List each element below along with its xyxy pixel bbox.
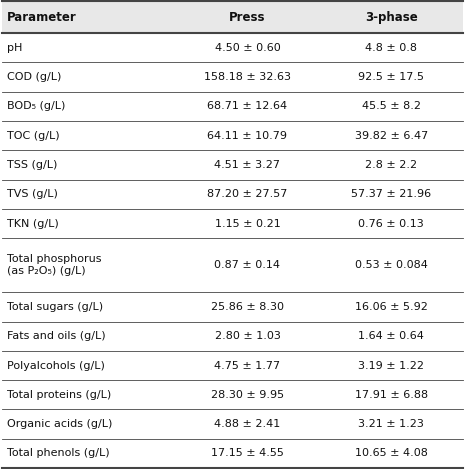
Text: Fats and oils (g/L): Fats and oils (g/L) [7,331,106,341]
Text: 57.37 ± 21.96: 57.37 ± 21.96 [351,189,432,199]
Text: pH: pH [7,43,22,53]
Text: TKN (g/L): TKN (g/L) [7,219,59,228]
Text: 4.8 ± 0.8: 4.8 ± 0.8 [365,43,417,53]
Text: 4.50 ± 0.60: 4.50 ± 0.60 [214,43,280,53]
Text: 87.20 ± 27.57: 87.20 ± 27.57 [207,189,288,199]
Text: TVS (g/L): TVS (g/L) [7,189,58,199]
Text: Organic acids (g/L): Organic acids (g/L) [7,419,113,429]
Bar [2,1,463,33]
Text: 1.15 ± 0.21: 1.15 ± 0.21 [214,219,280,228]
Text: 25.86 ± 8.30: 25.86 ± 8.30 [211,302,284,312]
Text: 4.88 ± 2.41: 4.88 ± 2.41 [214,419,280,429]
Text: Total proteins (g/L): Total proteins (g/L) [7,390,111,400]
Text: Parameter: Parameter [7,10,77,23]
Text: 4.75 ± 1.77: 4.75 ± 1.77 [214,361,280,371]
Text: 64.11 ± 10.79: 64.11 ± 10.79 [207,131,287,141]
Text: BOD₅ (g/L): BOD₅ (g/L) [7,101,66,111]
Text: Total phenols (g/L): Total phenols (g/L) [7,448,110,458]
Text: Total phosphorus
(as P₂O₅) (g/L): Total phosphorus (as P₂O₅) (g/L) [7,255,101,276]
Text: 3-phase: 3-phase [365,10,418,23]
Text: 16.06 ± 5.92: 16.06 ± 5.92 [355,302,428,312]
Text: Total sugars (g/L): Total sugars (g/L) [7,302,103,312]
Text: 3.19 ± 1.22: 3.19 ± 1.22 [359,361,425,371]
Text: TOC (g/L): TOC (g/L) [7,131,60,141]
Text: 17.91 ± 6.88: 17.91 ± 6.88 [355,390,428,400]
Text: 158.18 ± 32.63: 158.18 ± 32.63 [204,72,291,82]
Text: 1.64 ± 0.64: 1.64 ± 0.64 [359,331,424,341]
Text: 0.87 ± 0.14: 0.87 ± 0.14 [214,260,280,270]
Text: 45.5 ± 8.2: 45.5 ± 8.2 [362,101,421,111]
Text: 39.82 ± 6.47: 39.82 ± 6.47 [355,131,428,141]
Text: Press: Press [229,10,266,23]
Text: 4.51 ± 3.27: 4.51 ± 3.27 [214,160,280,170]
Text: TSS (g/L): TSS (g/L) [7,160,57,170]
Text: 3.21 ± 1.23: 3.21 ± 1.23 [359,419,424,429]
Text: Polyalcohols (g/L): Polyalcohols (g/L) [7,361,105,371]
Text: 2.80 ± 1.03: 2.80 ± 1.03 [214,331,280,341]
Text: COD (g/L): COD (g/L) [7,72,61,82]
Text: 0.76 ± 0.13: 0.76 ± 0.13 [359,219,424,228]
Text: 28.30 ± 9.95: 28.30 ± 9.95 [211,390,284,400]
Text: 17.15 ± 4.55: 17.15 ± 4.55 [211,448,284,458]
Text: 68.71 ± 12.64: 68.71 ± 12.64 [207,101,287,111]
Text: 92.5 ± 17.5: 92.5 ± 17.5 [359,72,425,82]
Text: 10.65 ± 4.08: 10.65 ± 4.08 [355,448,428,458]
Text: 2.8 ± 2.2: 2.8 ± 2.2 [365,160,418,170]
Text: 0.53 ± 0.084: 0.53 ± 0.084 [355,260,428,270]
